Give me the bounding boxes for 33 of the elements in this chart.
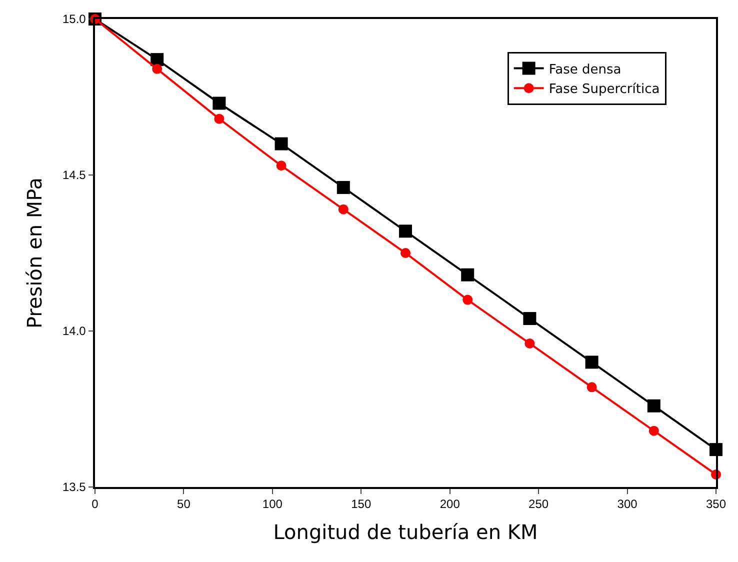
y-tick-label: 14.5 [62, 168, 86, 182]
point [214, 114, 224, 124]
x-tick-label: 150 [351, 497, 372, 512]
point [276, 160, 286, 171]
point [336, 180, 350, 194]
point [523, 312, 536, 326]
point [274, 137, 288, 150]
point [586, 382, 597, 392]
point [212, 96, 226, 110]
legend-label: Fase Supercrítica [548, 82, 660, 98]
point [399, 224, 412, 238]
point [647, 399, 660, 412]
point [400, 248, 410, 258]
x-tick-label: 100 [262, 497, 283, 512]
point [462, 294, 473, 305]
y-tick-label: 14.0 [62, 324, 86, 338]
y-tick-label: 13.5 [62, 480, 86, 494]
legend-label: Fase densa [548, 62, 622, 78]
point [338, 204, 348, 214]
x-tick-label: 300 [617, 497, 638, 512]
x-tick-label: 200 [440, 497, 460, 512]
x-tick-label: 0 [92, 497, 99, 512]
y-tick-label: 15.0 [62, 12, 86, 26]
point [152, 64, 162, 74]
x-tick-label: 250 [528, 497, 549, 512]
point [524, 338, 535, 348]
point [461, 268, 474, 282]
x-tick-label: 50 [177, 497, 191, 512]
point [648, 426, 659, 436]
x-axis-title: Longitud de tubería en KM [273, 520, 538, 544]
point [585, 356, 598, 369]
x-tick-label: 350 [706, 497, 726, 512]
y-axis-title: Presión en MPa [22, 177, 46, 329]
